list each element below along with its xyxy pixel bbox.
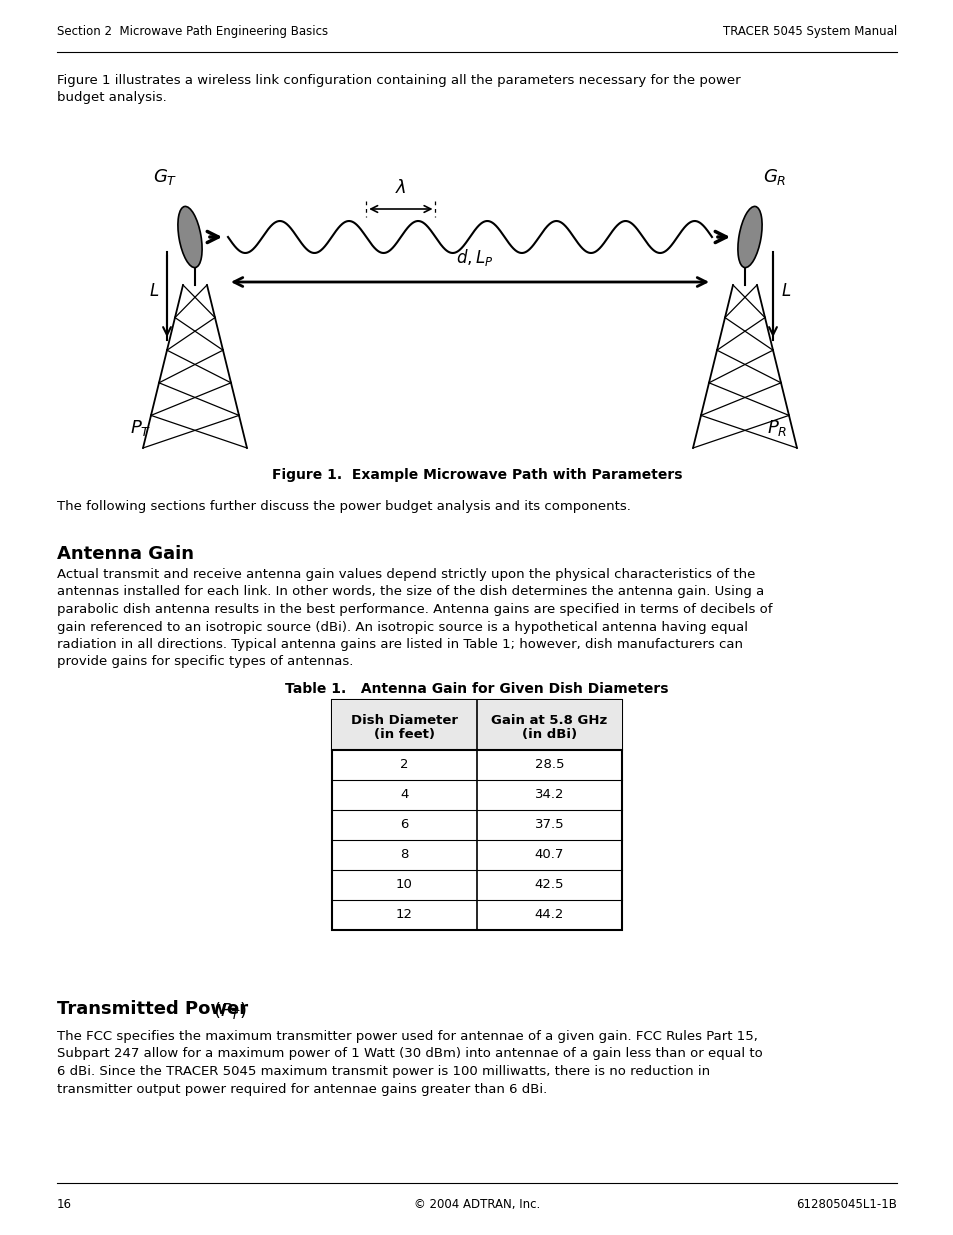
Text: 2: 2 [400, 758, 408, 772]
Text: 42.5: 42.5 [535, 878, 563, 892]
Bar [332, 700, 621, 750]
Text: Dish Diameter: Dish Diameter [351, 714, 457, 727]
Text: Subpart 247 allow for a maximum power of 1 Watt (30 dBm) into antennae of a gain: Subpart 247 allow for a maximum power of… [57, 1047, 762, 1061]
Text: radiation in all directions. Typical antenna gains are listed in Table 1; howeve: radiation in all directions. Typical ant… [57, 638, 742, 651]
Text: The following sections further discuss the power budget analysis and its compone: The following sections further discuss t… [57, 500, 630, 513]
Text: 4: 4 [400, 788, 408, 802]
Text: 8: 8 [400, 848, 408, 862]
Text: Antenna Gain: Antenna Gain [57, 545, 193, 563]
Text: $P_R$: $P_R$ [766, 417, 786, 438]
Text: 6: 6 [400, 819, 408, 831]
Text: 12: 12 [395, 909, 413, 921]
Text: $(P_T)$: $(P_T)$ [213, 1000, 246, 1021]
Text: 10: 10 [395, 878, 413, 892]
Ellipse shape [737, 206, 761, 268]
Text: $G_T$: $G_T$ [152, 167, 177, 186]
Text: antennas installed for each link. In other words, the size of the dish determine: antennas installed for each link. In oth… [57, 585, 763, 599]
Text: Table 1.   Antenna Gain for Given Dish Diameters: Table 1. Antenna Gain for Given Dish Dia… [285, 682, 668, 697]
Text: 37.5: 37.5 [534, 819, 564, 831]
Text: parabolic dish antenna results in the best performance. Antenna gains are specif: parabolic dish antenna results in the be… [57, 603, 772, 616]
Text: $P_T$: $P_T$ [130, 417, 152, 438]
Text: $L$: $L$ [781, 282, 790, 300]
Text: TRACER 5045 System Manual: TRACER 5045 System Manual [722, 25, 896, 38]
Text: gain referenced to an isotropic source (dBi). An isotropic source is a hypotheti: gain referenced to an isotropic source (… [57, 620, 747, 634]
Text: Figure 1.  Example Microwave Path with Parameters: Figure 1. Example Microwave Path with Pa… [272, 468, 681, 482]
Text: Figure 1 illustrates a wireless link configuration containing all the parameters: Figure 1 illustrates a wireless link con… [57, 74, 740, 86]
Text: 34.2: 34.2 [535, 788, 563, 802]
Text: (in feet): (in feet) [374, 727, 435, 741]
Text: $L$: $L$ [149, 282, 159, 300]
Text: $G_R$: $G_R$ [762, 167, 785, 186]
Text: 6 dBi. Since the TRACER 5045 maximum transmit power is 100 milliwatts, there is : 6 dBi. Since the TRACER 5045 maximum tra… [57, 1065, 709, 1078]
Text: 44.2: 44.2 [535, 909, 563, 921]
Text: 612805045L1-1B: 612805045L1-1B [796, 1198, 896, 1212]
Text: $d, L_P$: $d, L_P$ [456, 247, 493, 268]
Text: $\lambda$: $\lambda$ [395, 179, 406, 198]
Text: Actual transmit and receive antenna gain values depend strictly upon the physica: Actual transmit and receive antenna gain… [57, 568, 755, 580]
Ellipse shape [177, 206, 202, 268]
Text: 40.7: 40.7 [535, 848, 563, 862]
Text: © 2004 ADTRAN, Inc.: © 2004 ADTRAN, Inc. [414, 1198, 539, 1212]
Text: budget analysis.: budget analysis. [57, 91, 167, 104]
Text: Gain at 5.8 GHz: Gain at 5.8 GHz [491, 714, 607, 727]
Text: 28.5: 28.5 [535, 758, 563, 772]
Text: 16: 16 [57, 1198, 71, 1212]
Bar [332, 700, 621, 930]
Text: provide gains for specific types of antennas.: provide gains for specific types of ante… [57, 656, 353, 668]
Text: The FCC specifies the maximum transmitter power used for antennae of a given gai: The FCC specifies the maximum transmitte… [57, 1030, 757, 1044]
Text: transmitter output power required for antennae gains greater than 6 dBi.: transmitter output power required for an… [57, 1083, 547, 1095]
Text: (in dBi): (in dBi) [521, 727, 577, 741]
Text: Section 2  Microwave Path Engineering Basics: Section 2 Microwave Path Engineering Bas… [57, 25, 328, 38]
Text: Transmitted Power: Transmitted Power [57, 1000, 254, 1018]
